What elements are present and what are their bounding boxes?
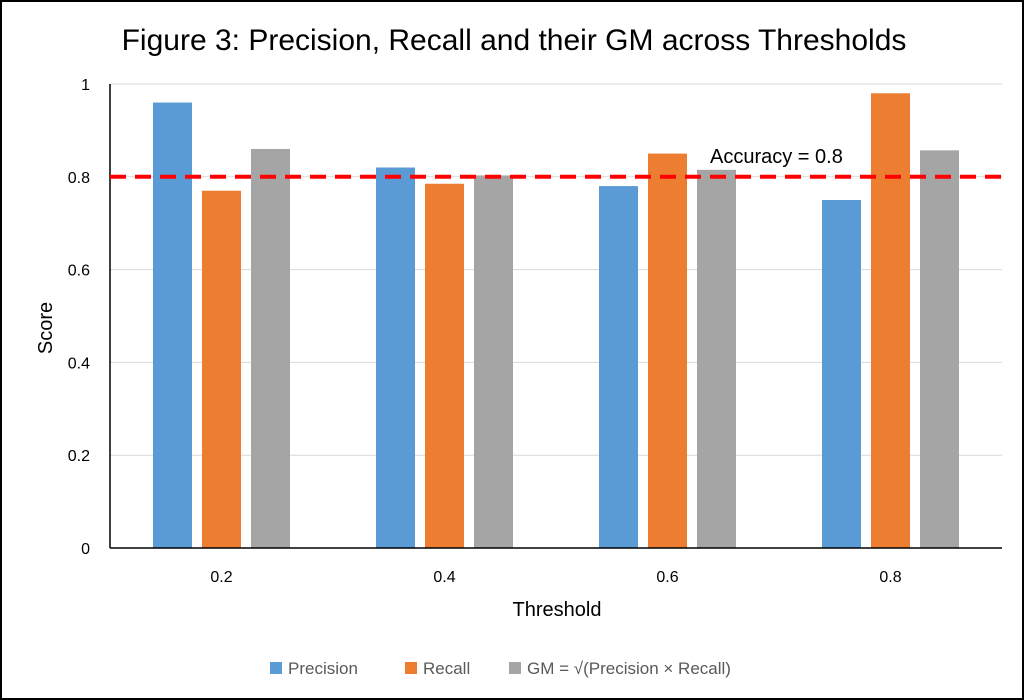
legend-swatch	[270, 662, 282, 674]
bar-gm-0.6	[697, 169, 736, 548]
legend-entry: GM = √(Precision × Recall)	[527, 659, 731, 678]
reference-line-group: Accuracy = 0.8	[110, 146, 1002, 179]
bar-gm-0.8	[920, 150, 959, 549]
legend-swatch	[405, 662, 417, 674]
y-tick-label: 0	[81, 541, 90, 558]
gridlines	[110, 83, 1002, 456]
legend: Precision Recall GM = √(Precision × Recall…	[270, 659, 731, 678]
reference-line-label: Accuracy = 0.8	[710, 146, 843, 168]
x-tick-label: 0.6	[656, 569, 678, 586]
y-tick-labels: 0 0.2 0.4 0.6 0.8 1	[68, 77, 90, 558]
chart-title: Figure 3: Precision, Recall and their GM…	[122, 24, 907, 57]
bar-recall-0.6	[648, 153, 687, 548]
bar-recall-0.4	[425, 183, 464, 548]
bar-recall-0.8	[871, 93, 910, 548]
bars	[153, 93, 959, 549]
bar-recall-0.2	[202, 190, 241, 548]
bar-precision-0.6	[599, 186, 638, 548]
bar-precision-0.4	[376, 167, 415, 548]
legend-swatch	[509, 662, 521, 674]
x-tick-labels: 0.2 0.4 0.6 0.8	[210, 569, 901, 586]
y-tick-label: 0.4	[68, 355, 90, 372]
axes	[109, 84, 1002, 549]
y-tick-label: 0.8	[68, 170, 90, 187]
y-axis-label: Score	[35, 302, 57, 354]
bar-gm-0.4	[474, 175, 513, 548]
y-tick-label: 1	[81, 77, 90, 94]
x-tick-label: 0.2	[210, 569, 232, 586]
x-tick-label: 0.8	[879, 569, 901, 586]
x-axis-label: Threshold	[513, 599, 602, 621]
x-tick-label: 0.4	[433, 569, 455, 586]
legend-entry: Recall	[423, 659, 470, 678]
y-tick-label: 0.6	[68, 263, 90, 280]
bar-precision-0.8	[822, 200, 861, 548]
y-tick-label: 0.2	[68, 448, 90, 465]
bar-gm-0.2	[251, 148, 290, 548]
legend-entry: Precision	[288, 659, 358, 678]
bar-precision-0.2	[153, 102, 192, 548]
